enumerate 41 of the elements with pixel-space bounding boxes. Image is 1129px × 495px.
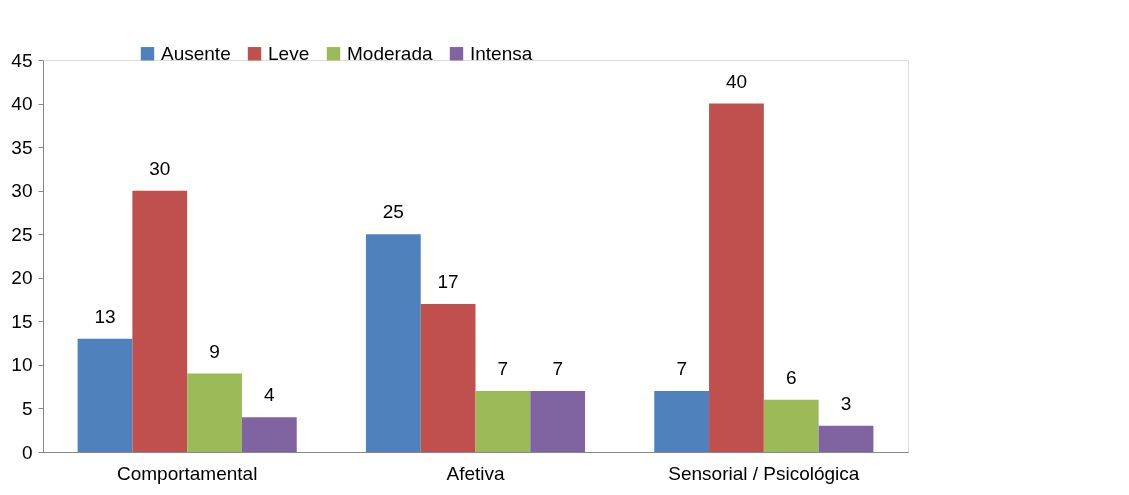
bar bbox=[241, 417, 297, 452]
bar bbox=[187, 373, 242, 452]
y-tick-label: 5 bbox=[21, 397, 33, 419]
y-tick-label: 15 bbox=[11, 310, 33, 332]
bar bbox=[763, 399, 819, 452]
data-label: 3 bbox=[840, 392, 852, 414]
y-tick-label: 40 bbox=[11, 93, 33, 115]
data-label: 7 bbox=[552, 358, 563, 380]
data-label: 7 bbox=[497, 358, 509, 380]
x-tick-label: Comportamental bbox=[116, 462, 258, 484]
legend-label: Intensa bbox=[470, 42, 533, 64]
y-tick-label: 20 bbox=[11, 267, 33, 289]
legend-label: Moderada bbox=[347, 42, 433, 64]
bar bbox=[818, 425, 874, 452]
legend-label: Leve bbox=[268, 42, 310, 64]
x-tick-label: Afetiva bbox=[446, 462, 505, 484]
bar bbox=[365, 234, 421, 452]
bar bbox=[530, 391, 586, 452]
data-label: 13 bbox=[94, 305, 116, 327]
bar bbox=[475, 391, 531, 452]
data-label: 25 bbox=[382, 201, 404, 223]
data-label: 17 bbox=[437, 270, 459, 292]
bar bbox=[420, 303, 476, 452]
bar bbox=[709, 103, 764, 452]
bar bbox=[77, 338, 133, 452]
data-label: 30 bbox=[149, 157, 171, 179]
data-label: 4 bbox=[264, 384, 276, 406]
y-tick-label: 35 bbox=[11, 136, 33, 158]
legend-label: Ausente bbox=[161, 42, 231, 64]
data-label: 6 bbox=[785, 366, 797, 388]
y-tick-label: 10 bbox=[11, 354, 33, 376]
x-tick-label: Sensorial / Psicológica bbox=[668, 462, 860, 484]
data-label: 7 bbox=[676, 358, 687, 380]
data-label: 40 bbox=[725, 70, 748, 92]
data-label: 9 bbox=[209, 340, 220, 362]
y-tick-label: 30 bbox=[11, 180, 33, 202]
y-tick-label: 25 bbox=[11, 223, 33, 245]
y-tick-label: 45 bbox=[11, 49, 33, 71]
bar bbox=[654, 391, 710, 452]
y-tick-label: 0 bbox=[21, 441, 33, 463]
bar bbox=[132, 190, 188, 452]
